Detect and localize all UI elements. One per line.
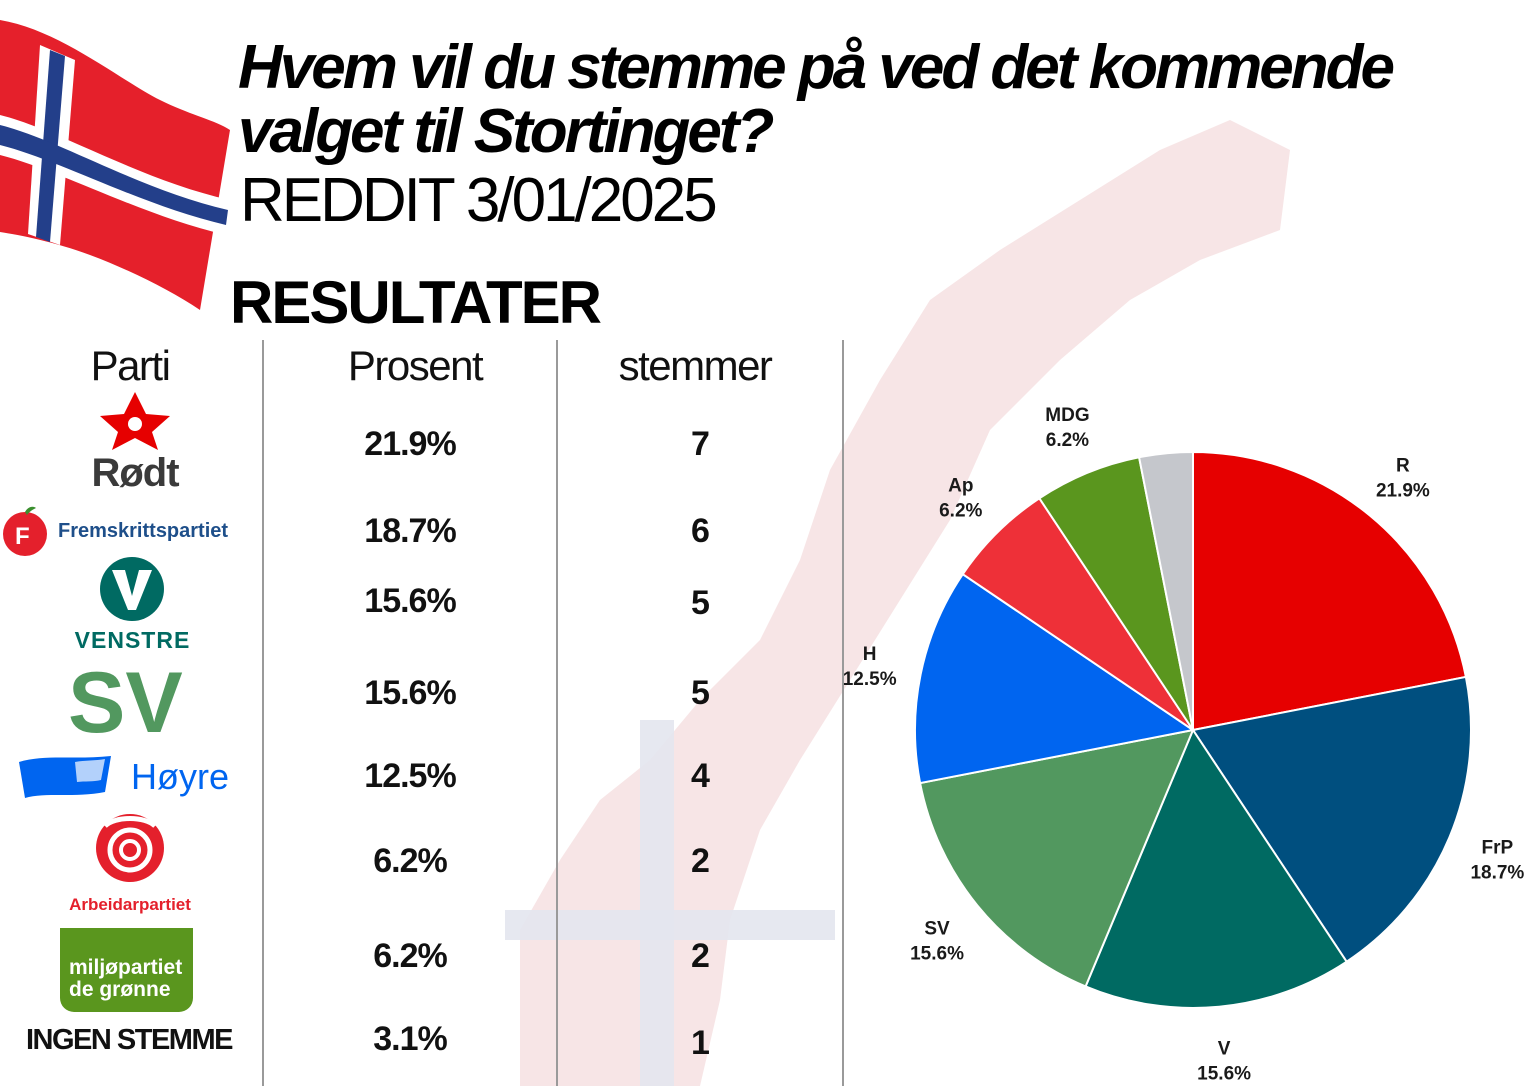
rodt-logo-text: Rødt (91, 451, 179, 495)
percent-cell: 3.1% (373, 1020, 448, 1058)
percent-cell: 21.9% (364, 425, 456, 463)
frp-logo-text: Fremskrittspartiet (58, 519, 229, 542)
ap-logo: Arbeidarpartiet (55, 812, 205, 917)
pie-label: V (1218, 1039, 1231, 1060)
hoyre-logo-text: Høyre (131, 756, 229, 797)
pie-label: SV (924, 918, 950, 939)
pie-label: H (863, 644, 877, 665)
percent-cell: 15.6% (364, 674, 456, 712)
votes-cell: 5 (691, 674, 710, 712)
percent-cell: 6.2% (373, 842, 448, 880)
votes-cell: 6 (691, 512, 710, 550)
page-subtitle: REDDIT 3/01/2025 (240, 166, 718, 235)
rodt-logo: Rødt (80, 390, 190, 500)
venstre-logo: VENSTRE (70, 556, 195, 653)
venstre-v-icon (100, 557, 164, 621)
pie-slice-h (914, 572, 1196, 785)
frp-apple-icon: F (3, 506, 47, 556)
red-rose-icon (96, 814, 164, 882)
pie-label: MDG (1045, 405, 1089, 426)
pie-slice-frp (1191, 675, 1472, 964)
results-heading: RESULTATER (230, 269, 602, 336)
sv-logo-text: SV (68, 660, 183, 740)
pie-chart: R 21.9% FrP 18.7% V 15.6% SV 15.6% H 12.5% Ap 6.2% M… (843, 405, 1525, 1085)
ap-logo-text: Arbeidarpartiet (69, 895, 191, 914)
sv-logo-icon: SV (68, 655, 183, 751)
norway-flag (0, 20, 230, 310)
column-divider (842, 340, 844, 1086)
venstre-logo-text: VENSTRE (74, 627, 191, 653)
mdg-logo-text-2: de grønne (69, 978, 171, 1001)
percent-cell: 12.5% (364, 757, 456, 795)
pie-value-label: 15.6% (910, 943, 964, 964)
page-title: Hvem vil du stemme på ved det kommende v… (238, 33, 1395, 166)
percent-cell: 15.6% (364, 582, 456, 620)
hoyre-flag-icon (19, 756, 111, 798)
svg-text:F: F (15, 523, 30, 550)
pie-label: Ap (948, 476, 973, 497)
votes-cell: 4 (691, 757, 710, 795)
pie-value-label: 18.7% (1470, 862, 1524, 883)
pie-value-label: 12.5% (843, 669, 897, 690)
no-vote-label: INGEN STEMME (26, 1024, 233, 1056)
column-header-party: Parti (90, 342, 171, 389)
column-header-percent: Prosent (347, 342, 484, 389)
sv-logo: SV (68, 655, 198, 751)
pie-slice-none (1137, 450, 1194, 731)
pie-slice-v (1084, 727, 1349, 1009)
votes-cell: 2 (691, 937, 710, 975)
pie-value-label: 6.2% (939, 501, 982, 522)
pie-value-label: 6.2% (1046, 430, 1089, 451)
frp-logo: F Fremskrittspartiet (0, 506, 264, 556)
votes-cell: 2 (691, 842, 710, 880)
pie-slice-r (1192, 450, 1468, 732)
percent-cell: 6.2% (373, 937, 448, 975)
votes-cell: 5 (691, 584, 710, 622)
votes-cell: 7 (691, 425, 710, 463)
pie-value-label: 21.9% (1376, 480, 1430, 501)
mdg-logo-text-1: miljøpartiet (69, 956, 183, 979)
column-divider (556, 340, 558, 1086)
mdg-logo: miljøpartiet de grønne (60, 928, 193, 1012)
column-header-votes: stemmer (618, 342, 773, 389)
red-star-icon (100, 392, 170, 450)
pie-value-label: 15.6% (1197, 1064, 1251, 1085)
pie-label: FrP (1482, 837, 1514, 858)
column-divider (262, 340, 264, 1086)
pie-label: R (1396, 455, 1410, 476)
hoyre-logo: Høyre (15, 752, 255, 802)
percent-cell: 18.7% (364, 512, 456, 550)
votes-cell: 1 (691, 1024, 710, 1062)
pie-slice-sv (918, 728, 1195, 988)
